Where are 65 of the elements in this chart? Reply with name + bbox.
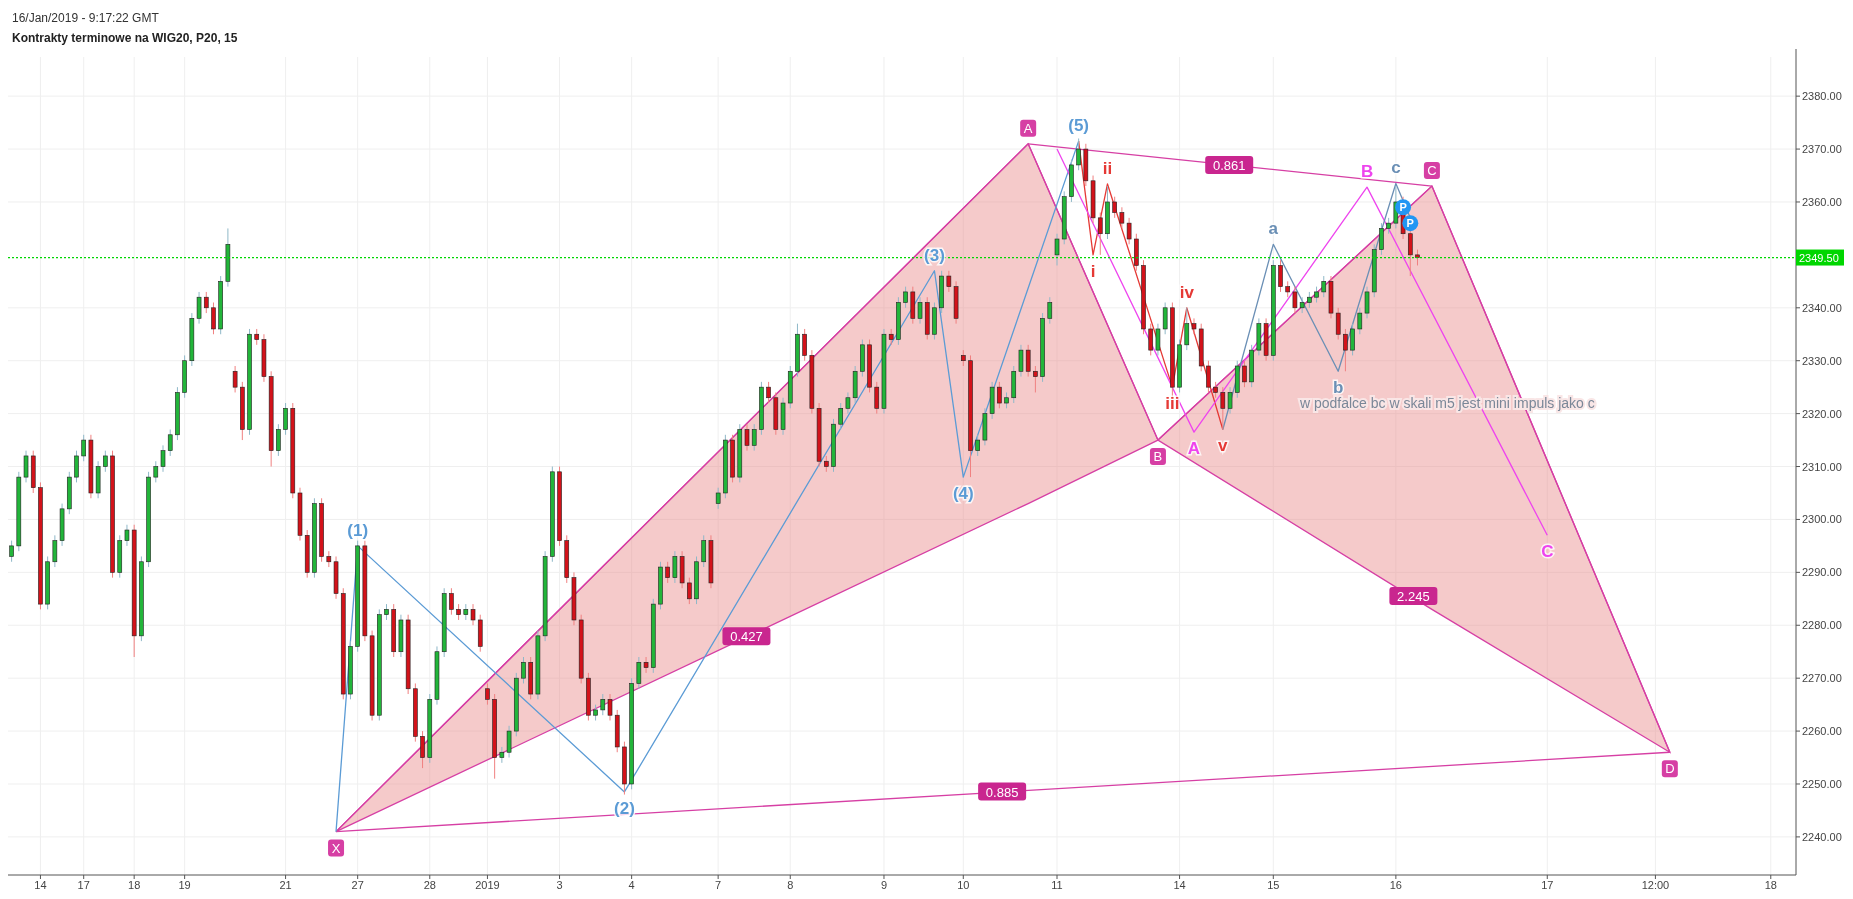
x-tick-label: 28 (423, 879, 436, 891)
x-tick-label: 18 (128, 879, 141, 891)
x-tick-label: 4 (628, 879, 635, 891)
y-tick-label: 2340.00 (1802, 301, 1842, 314)
annotation: X (331, 840, 341, 856)
annotation: (5) (1068, 116, 1090, 136)
x-tick-label: 17 (77, 879, 90, 891)
x-tick-label: 2019 (475, 879, 500, 891)
annotation: A (1023, 120, 1033, 136)
x-tick-label: 16 (1389, 879, 1402, 891)
annotation: C (1427, 163, 1437, 179)
annotation: (1) (347, 520, 369, 540)
y-tick-label: 2330.00 (1802, 354, 1842, 367)
y-tick-label: 2310.00 (1802, 460, 1842, 473)
annotation: 0.885 (985, 784, 1019, 800)
annotation: P (1399, 201, 1407, 214)
x-tick-label: 10 (957, 879, 970, 891)
annotation: c (1391, 158, 1401, 178)
annotation: (4) (952, 484, 974, 504)
annotation: 2.245 (1397, 589, 1430, 605)
annotation: iv (1179, 282, 1195, 302)
y-tick-label: 2370.00 (1802, 143, 1842, 156)
annotation: 0.861 (1212, 157, 1246, 173)
x-tick-label: 19 (178, 879, 191, 891)
x-tick-label: 17 (1541, 879, 1554, 891)
chart-title: Kontrakty terminowe na WIG20, P20, 15 (12, 31, 238, 45)
annotation: v (1218, 436, 1229, 456)
y-tick-label: 2280.00 (1802, 619, 1842, 632)
y-tick-label: 2240.00 (1802, 830, 1842, 843)
annotation: (3) (924, 245, 945, 265)
x-tick-label: 27 (351, 879, 364, 891)
x-tick-label: 7 (715, 879, 722, 891)
x-tick-label: 14 (34, 879, 47, 891)
x-tick-label: 3 (556, 879, 563, 891)
x-tick-label: 15 (1267, 879, 1280, 891)
x-tick-label: 12:00 (1641, 879, 1670, 891)
annotation: 0.427 (730, 629, 763, 645)
chart-subtitle: 16/Jan/2019 - 9:17:22 GMT (12, 11, 160, 25)
y-tick-label: 2290.00 (1802, 566, 1842, 579)
annotation: P (1406, 217, 1414, 230)
y-tick-label: 2270.00 (1802, 672, 1842, 685)
annotation: a (1268, 219, 1279, 239)
x-tick-label: 21 (279, 879, 292, 891)
x-tick-label: 14 (1173, 879, 1186, 891)
annotation: D (1665, 761, 1675, 777)
annotation: (2) (614, 798, 635, 818)
y-tick-label: 2360.00 (1802, 195, 1842, 208)
annotation: iii (1165, 394, 1180, 414)
x-tick-label: 11 (1051, 879, 1063, 891)
annotation: ii (1102, 158, 1113, 178)
x-tick-label: 8 (787, 879, 794, 891)
annotation: C (1541, 542, 1554, 562)
x-tick-label: 18 (1764, 879, 1777, 891)
ref-line-label: 2349.50 (1799, 251, 1839, 264)
annotation: B (1360, 162, 1374, 182)
y-tick-label: 2380.00 (1802, 90, 1842, 103)
y-tick-label: 2300.00 (1802, 513, 1842, 526)
y-tick-label: 2320.00 (1802, 407, 1842, 420)
annotation: b (1332, 378, 1344, 398)
x-tick-label: 9 (880, 879, 888, 891)
y-tick-label: 2260.00 (1802, 725, 1842, 738)
annotation: i (1090, 261, 1096, 281)
annotation: A (1187, 439, 1201, 459)
y-tick-label: 2250.00 (1802, 777, 1842, 790)
annotation: B (1153, 449, 1163, 465)
